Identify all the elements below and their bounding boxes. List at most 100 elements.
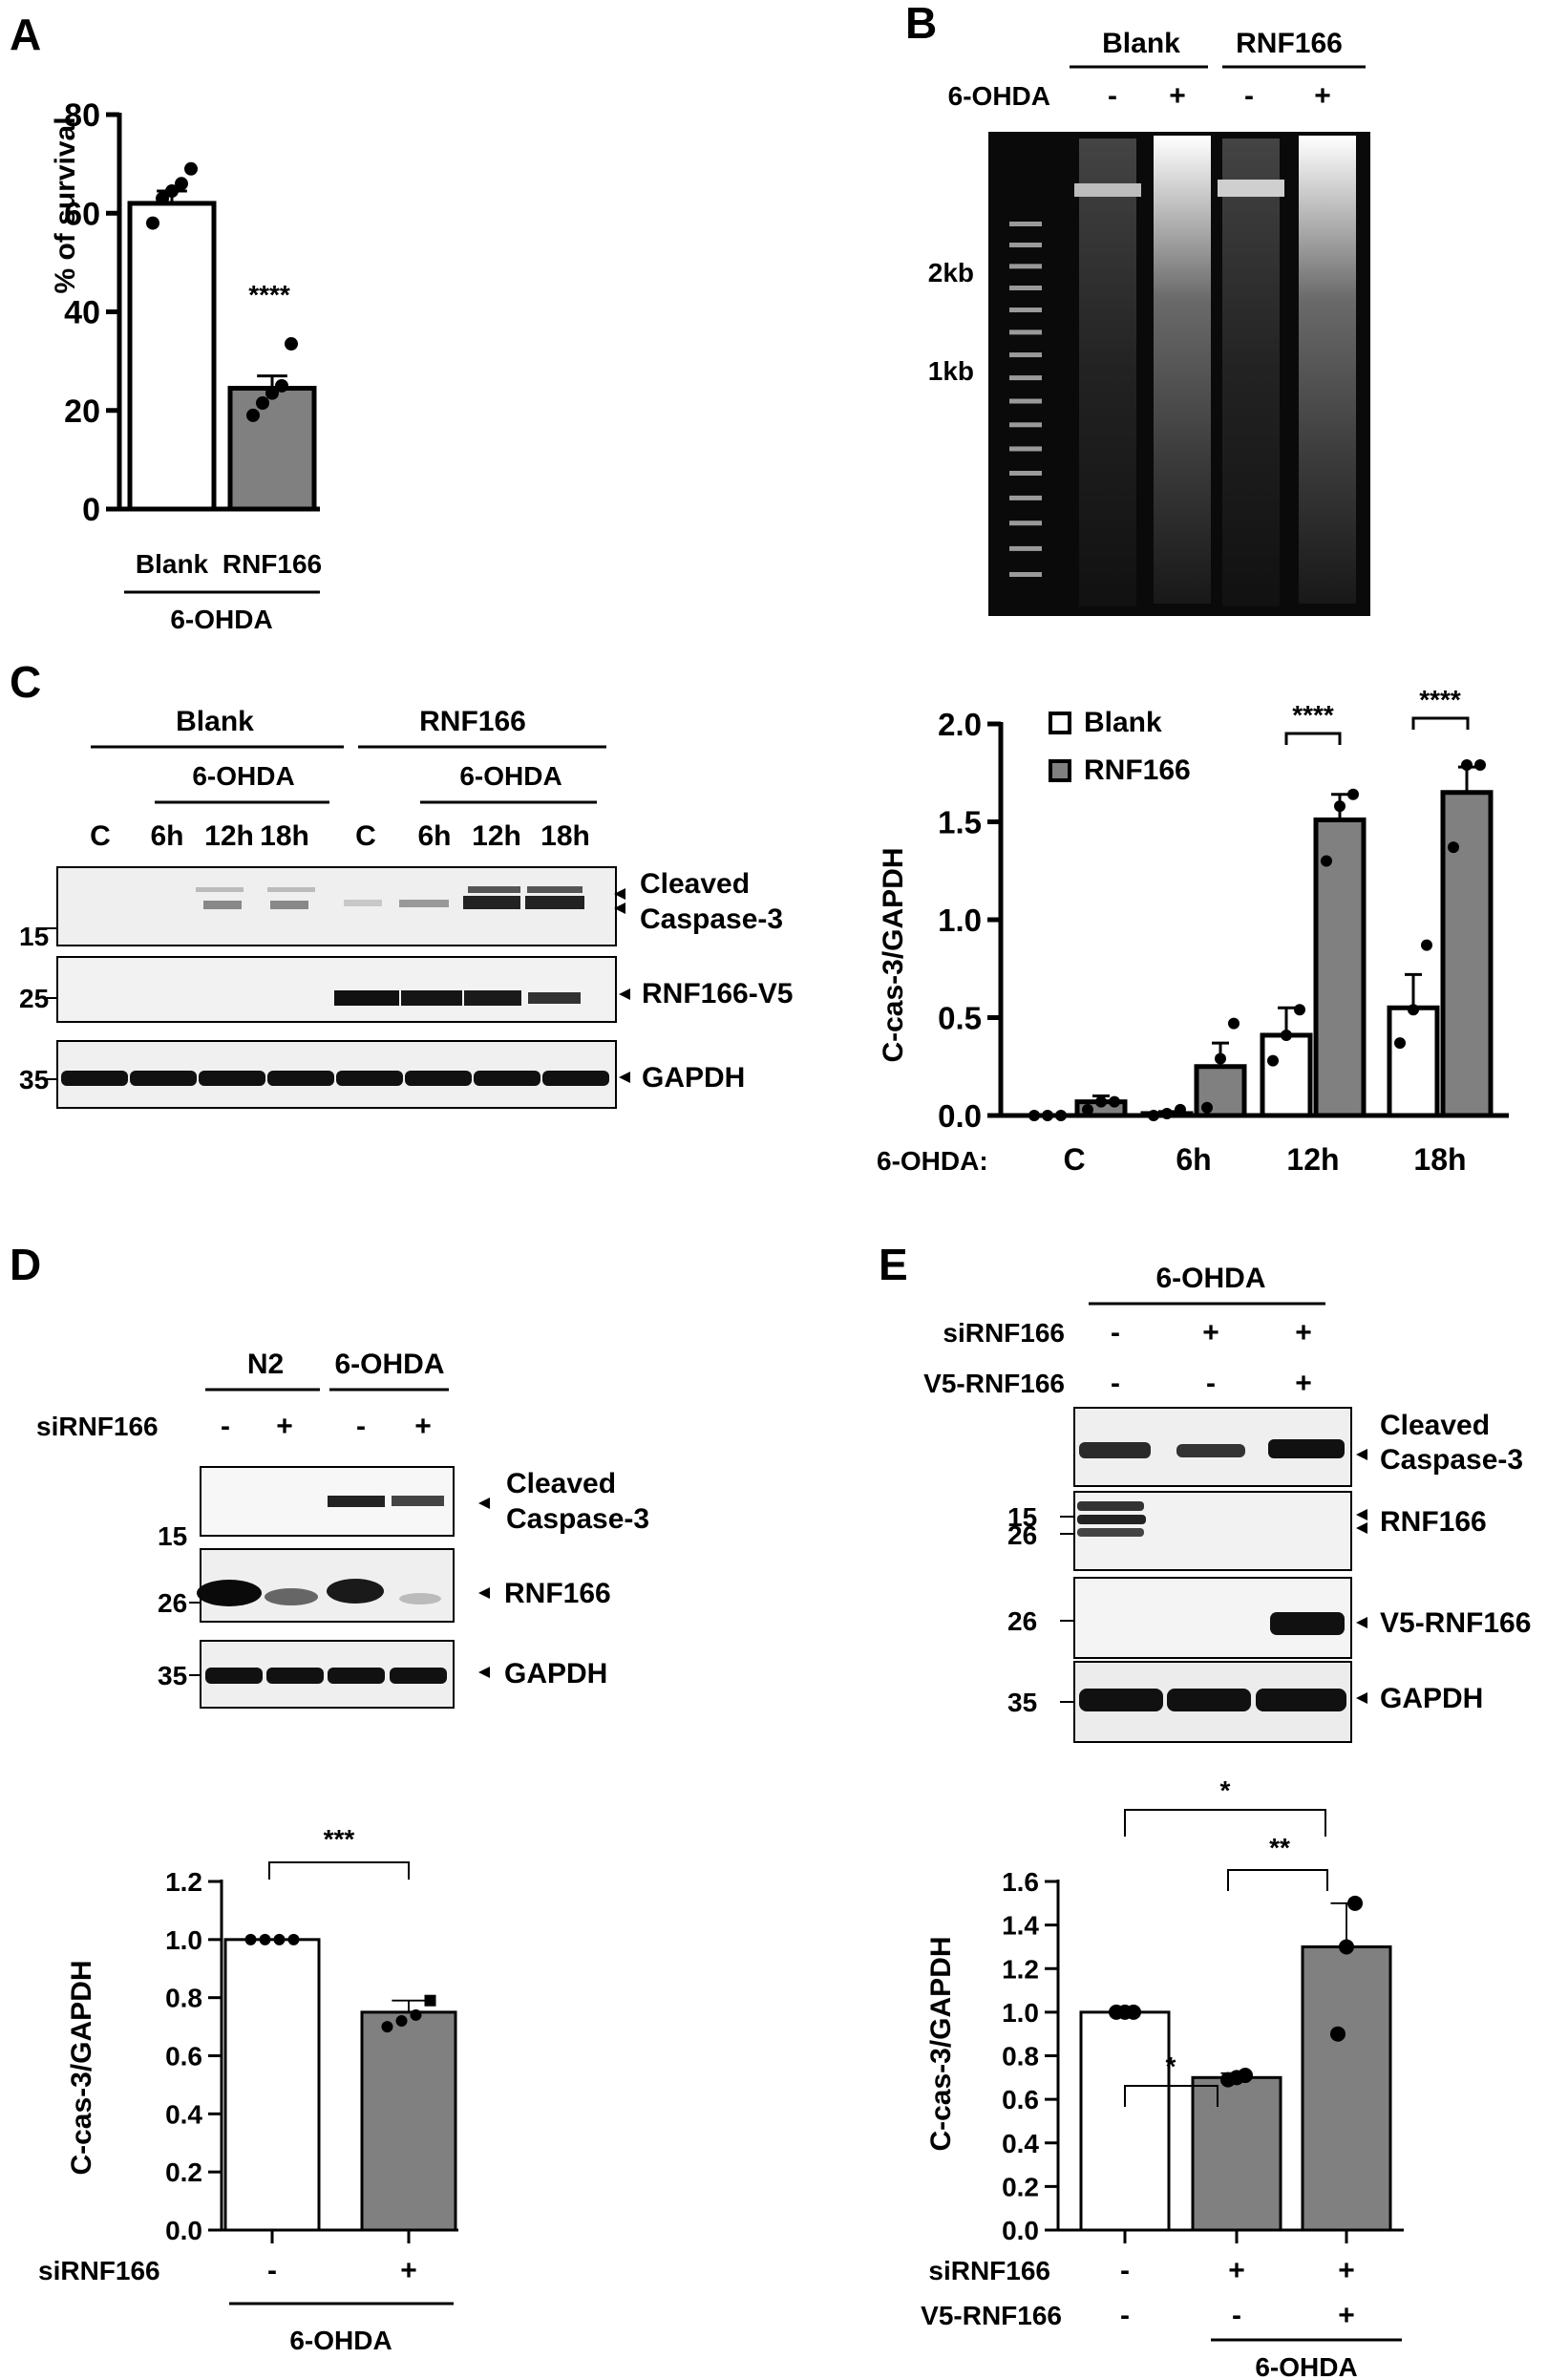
blot-c-group-rnf166: RNF166 bbox=[419, 706, 526, 737]
chart-c-y-tick-label: 0.0 bbox=[938, 1098, 982, 1134]
chart-c-point-rnf166 bbox=[1474, 759, 1486, 772]
chart-d-y-tick-label: 0.2 bbox=[165, 2157, 202, 2187]
chart-c-x-tick-label: 12h bbox=[1286, 1142, 1339, 1177]
blot-e-arrowhead-caspase bbox=[1356, 1449, 1367, 1460]
band bbox=[390, 1668, 447, 1684]
chart-e-point bbox=[1347, 1895, 1363, 1911]
gel-lane-blank-treated bbox=[1154, 136, 1211, 604]
survival-category-blank: Blank bbox=[136, 549, 209, 579]
blot-c-treatment-blank: 6-OHDA bbox=[192, 761, 294, 791]
chart-c-point-blank bbox=[1028, 1110, 1040, 1121]
blot-e-v5-2: - bbox=[1206, 1368, 1216, 1399]
band bbox=[401, 990, 462, 1006]
chart-c-point-rnf166 bbox=[1201, 1101, 1213, 1114]
survival-bar bbox=[227, 386, 317, 512]
chart-d-point bbox=[287, 1933, 300, 1945]
chart-c-point-rnf166 bbox=[1109, 1095, 1120, 1108]
survival-category-rnf166: RNF166 bbox=[223, 549, 322, 579]
gel-lane-4: + bbox=[1314, 80, 1331, 112]
band bbox=[525, 896, 584, 909]
chart-d-bar bbox=[360, 2010, 457, 2232]
band bbox=[344, 900, 382, 906]
survival-group-label: 6-OHDA bbox=[170, 605, 272, 634]
blot-d-group-6ohda: 6-OHDA bbox=[334, 1349, 444, 1380]
band bbox=[1268, 1439, 1345, 1458]
chart-e-point bbox=[1238, 2068, 1253, 2084]
band bbox=[528, 992, 581, 1004]
blot-e-mw-26a: 26 bbox=[1007, 1520, 1037, 1550]
chart-c-x-tick-label: 18h bbox=[1413, 1142, 1466, 1177]
rescue-chart: 0.00.20.40.60.81.01.21.41.6**** bbox=[1002, 1775, 1404, 2245]
chart-c-x-tick-label: 6h bbox=[1176, 1142, 1211, 1177]
chart-d-point bbox=[395, 2015, 408, 2027]
chart-e-v5-1: - bbox=[1120, 2300, 1130, 2331]
gel-lane-2: + bbox=[1169, 80, 1186, 112]
chart-e-point bbox=[1330, 2026, 1346, 2042]
chart-d-point bbox=[259, 1933, 271, 1945]
gel-group-blank: Blank bbox=[1102, 28, 1180, 59]
blot-c-name-gapdh: GAPDH bbox=[642, 1062, 745, 1094]
chart-d-point bbox=[424, 1994, 436, 2007]
blot-c-treatment-rnf166: 6-OHDA bbox=[459, 761, 562, 791]
chart-c-significance: **** bbox=[1419, 685, 1461, 714]
chart-c-point-rnf166 bbox=[1215, 1052, 1226, 1065]
blot-e-row-label-v5: V5-RNF166 bbox=[923, 1369, 1065, 1398]
chart-c-point-blank bbox=[1294, 1004, 1305, 1016]
panel-d: D N2 6-OHDA siRNF166 - + - + 15 bbox=[10, 1240, 649, 2355]
blot-d-name-rnf166: RNF166 bbox=[504, 1578, 611, 1609]
ladder-band bbox=[1009, 307, 1042, 312]
legend-label-blank: Blank bbox=[1084, 707, 1162, 738]
blot-e-name-caspase-line2: Caspase-3 bbox=[1380, 1444, 1523, 1476]
chart-d-y-tick-label: 0.6 bbox=[165, 2042, 202, 2072]
survival-data-point bbox=[256, 396, 269, 411]
panel-e-label: E bbox=[879, 1240, 908, 1289]
band bbox=[196, 887, 244, 892]
band bbox=[327, 1579, 384, 1604]
chart-c-point-rnf166 bbox=[1095, 1095, 1107, 1108]
chart-c-point-blank bbox=[1281, 1029, 1292, 1041]
band bbox=[1077, 1501, 1144, 1511]
chart-e-significance: * bbox=[1220, 1775, 1231, 1805]
chart-c-y-tick-label: 2.0 bbox=[938, 707, 982, 742]
band bbox=[336, 1071, 403, 1086]
chart-d-point bbox=[381, 2021, 393, 2033]
chart-e-y-tick-label: 1.4 bbox=[1002, 1911, 1039, 1941]
chart-e-point bbox=[1126, 2004, 1141, 2020]
chart-e-point bbox=[1339, 1939, 1354, 1955]
blot-e-treatment: 6-OHDA bbox=[1155, 1263, 1265, 1294]
chart-c-significance: **** bbox=[1292, 700, 1334, 730]
chart-d-y-tick-label: 0.0 bbox=[165, 2216, 202, 2245]
band bbox=[474, 1071, 540, 1086]
chart-d-y-tick-label: 0.4 bbox=[165, 2099, 202, 2129]
chart-e-bar bbox=[1191, 2075, 1282, 2232]
survival-data-point bbox=[156, 191, 169, 205]
band bbox=[399, 900, 449, 907]
chart-e-row-label-v5: V5-RNF166 bbox=[921, 2301, 1062, 2330]
chart-e-significance-bracket bbox=[1124, 1809, 1326, 1837]
band bbox=[1079, 1689, 1163, 1711]
chart-c-point-blank bbox=[1267, 1054, 1279, 1067]
band bbox=[392, 1496, 444, 1506]
chart-d-point bbox=[410, 2008, 422, 2021]
blot-d-lane-3: - bbox=[356, 1411, 366, 1442]
chart-e-bar bbox=[1301, 1944, 1392, 2232]
dna-gel-image bbox=[988, 132, 1370, 616]
survival-y-tick-label: 0 bbox=[82, 492, 100, 528]
panel-b-label: B bbox=[905, 0, 937, 48]
blot-c-lane-label: 18h bbox=[260, 820, 309, 852]
blot-e-arrowhead-gapdh bbox=[1356, 1692, 1367, 1704]
band bbox=[267, 1071, 334, 1086]
band bbox=[463, 896, 520, 909]
blot-d-name-caspase-line2: Caspase-3 bbox=[506, 1503, 649, 1535]
chart-e-y-tick-label: 1.2 bbox=[1002, 1954, 1039, 1984]
band bbox=[1167, 1689, 1251, 1711]
blot-e-si-2: + bbox=[1202, 1317, 1219, 1349]
blot-c-lane-label: 6h bbox=[417, 820, 451, 852]
band bbox=[527, 886, 583, 893]
band bbox=[199, 1071, 265, 1086]
blot-e-v5-3: + bbox=[1295, 1368, 1312, 1399]
gel-marker-2kb: 2kb bbox=[928, 258, 974, 287]
chart-c-point-blank bbox=[1175, 1103, 1186, 1116]
blot-d-caspase-membrane bbox=[200, 1466, 455, 1537]
